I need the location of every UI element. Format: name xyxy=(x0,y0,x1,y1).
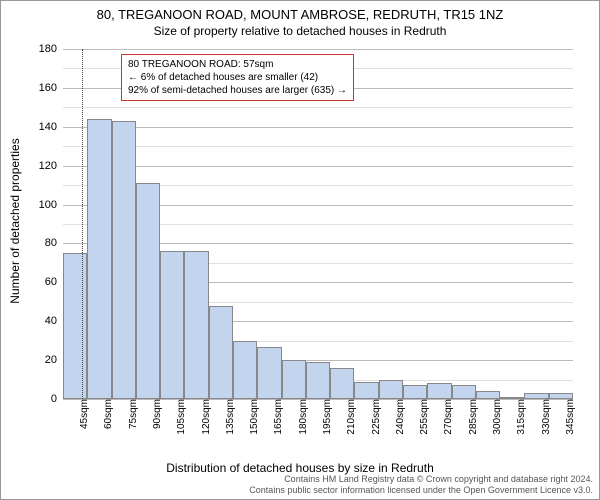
bar xyxy=(160,251,184,399)
chart-container: 80, TREGANOON ROAD, MOUNT AMBROSE, REDRU… xyxy=(0,0,600,500)
bar xyxy=(354,382,378,400)
x-tick-label: 105sqm xyxy=(176,399,187,449)
bar xyxy=(184,251,208,399)
chart-title: 80, TREGANOON ROAD, MOUNT AMBROSE, REDRU… xyxy=(1,1,599,22)
grid-line xyxy=(63,49,573,50)
x-tick-label: 180sqm xyxy=(298,399,309,449)
x-tick-label: 45sqm xyxy=(79,399,90,449)
bar xyxy=(63,253,87,399)
x-tick-label: 240sqm xyxy=(395,399,406,449)
x-tick-label: 60sqm xyxy=(103,399,114,449)
annotation-box: 80 TREGANOON ROAD: 57sqm ← 6% of detache… xyxy=(121,54,354,101)
grid-line xyxy=(63,146,573,147)
bar xyxy=(330,368,354,399)
footer-attribution: Contains HM Land Registry data © Crown c… xyxy=(249,474,593,496)
footer-line-1: Contains HM Land Registry data © Crown c… xyxy=(249,474,593,485)
y-tick-label: 0 xyxy=(27,393,57,405)
x-tick-label: 90sqm xyxy=(152,399,163,449)
y-tick-label: 160 xyxy=(27,82,57,94)
x-tick-label: 270sqm xyxy=(443,399,454,449)
x-tick-label: 195sqm xyxy=(322,399,333,449)
x-tick-label: 255sqm xyxy=(419,399,430,449)
bar xyxy=(209,306,233,399)
grid-line xyxy=(63,127,573,128)
bar xyxy=(379,380,403,399)
chart-subtitle: Size of property relative to detached ho… xyxy=(1,22,599,38)
x-tick-label: 330sqm xyxy=(541,399,552,449)
plot-area: 80 TREGANOON ROAD: 57sqm ← 6% of detache… xyxy=(63,49,573,399)
y-tick-label: 140 xyxy=(27,121,57,133)
y-tick-label: 180 xyxy=(27,43,57,55)
y-tick-label: 60 xyxy=(27,276,57,288)
annotation-line-2: ← 6% of detached houses are smaller (42) xyxy=(128,71,347,84)
x-tick-label: 300sqm xyxy=(492,399,503,449)
bar xyxy=(427,383,451,399)
bar xyxy=(112,121,136,399)
x-tick-label: 135sqm xyxy=(225,399,236,449)
x-tick-label: 225sqm xyxy=(371,399,382,449)
y-tick-label: 40 xyxy=(27,315,57,327)
bar xyxy=(476,391,500,399)
y-tick-label: 120 xyxy=(27,160,57,172)
x-tick-label: 75sqm xyxy=(128,399,139,449)
bar xyxy=(306,362,330,399)
bar xyxy=(87,119,111,399)
x-tick-label: 165sqm xyxy=(273,399,284,449)
bar xyxy=(452,385,476,399)
x-axis-label: Distribution of detached houses by size … xyxy=(1,461,599,475)
footer-line-2: Contains public sector information licen… xyxy=(249,485,593,496)
x-tick-label: 120sqm xyxy=(201,399,212,449)
bar xyxy=(403,385,427,399)
annotation-line-3: 92% of semi-detached houses are larger (… xyxy=(128,84,347,97)
bar xyxy=(257,347,281,400)
bar xyxy=(233,341,257,399)
x-tick-label: 150sqm xyxy=(249,399,260,449)
x-tick-label: 345sqm xyxy=(565,399,576,449)
bar xyxy=(136,183,160,399)
grid-line xyxy=(63,166,573,167)
bar xyxy=(282,360,306,399)
x-tick-label: 315sqm xyxy=(516,399,527,449)
y-tick-label: 100 xyxy=(27,199,57,211)
annotation-line-1: 80 TREGANOON ROAD: 57sqm xyxy=(128,58,347,71)
grid-line xyxy=(63,107,573,108)
x-tick-label: 285sqm xyxy=(468,399,479,449)
y-axis-label: Number of detached properties xyxy=(8,138,22,303)
reference-line xyxy=(82,49,83,399)
y-tick-label: 80 xyxy=(27,237,57,249)
y-tick-label: 20 xyxy=(27,354,57,366)
x-tick-label: 210sqm xyxy=(346,399,357,449)
